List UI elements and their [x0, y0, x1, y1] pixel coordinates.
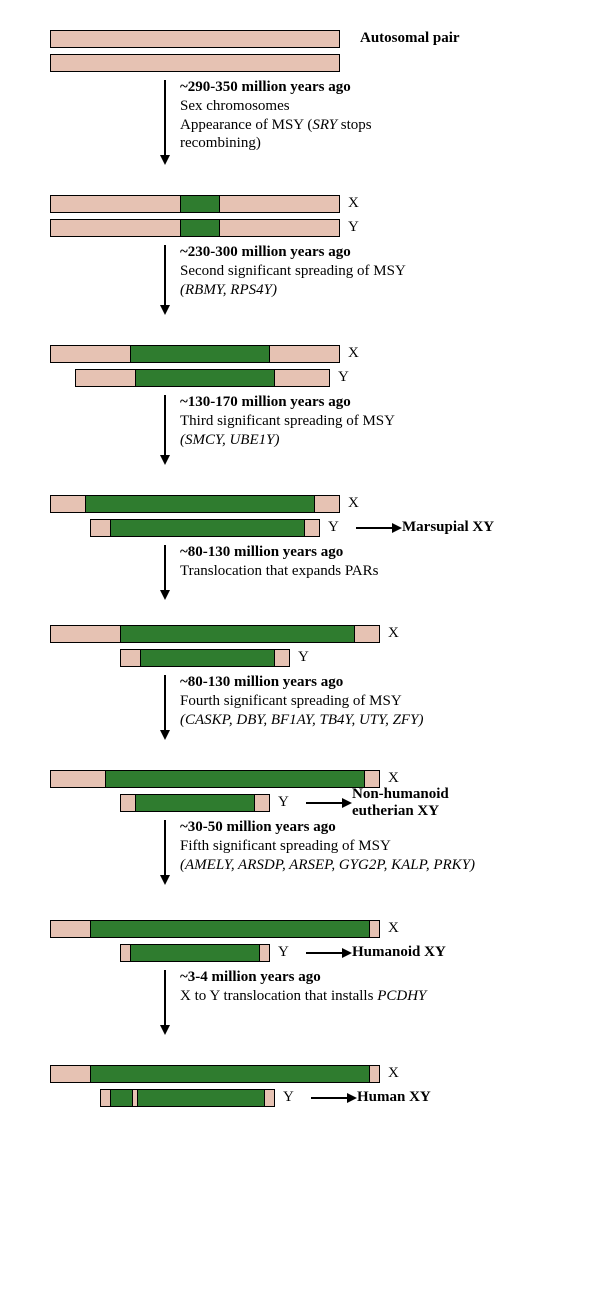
desc-line: (SMCY, UBE1Y) [180, 432, 279, 448]
stage-s4: XY~80-130 million years agoFourth signif… [50, 625, 570, 673]
time-label: ~130-170 million years ago [180, 394, 351, 410]
msy-region [120, 625, 355, 643]
branch-label: Humanoid XY [352, 944, 512, 961]
chrom-label: Y [338, 369, 349, 386]
stage-caption: ~3-4 million years ago X to Y translocati… [180, 968, 426, 1006]
branch-arrow [306, 798, 352, 808]
msy-region [140, 649, 275, 667]
chrom-row: X [50, 1065, 570, 1083]
time-label: ~80-130 million years ago [180, 674, 343, 690]
stage-caption: ~80-130 million years ago Translocation t… [180, 543, 378, 581]
msy-region [135, 369, 275, 387]
msy-region [130, 345, 270, 363]
msy-region [135, 794, 255, 812]
msy-region [90, 1065, 370, 1083]
chrom-label: X [388, 625, 399, 642]
desc-line: (AMELY, ARSDP, ARSEP, GYG2P, KALP, PRKY) [180, 857, 475, 873]
stage-caption: ~80-130 million years ago Fourth signific… [180, 673, 423, 729]
chrom-label: X [348, 195, 359, 212]
branch-label: Non-humanoid eutherian XY [352, 786, 512, 821]
chrom-row: X [50, 920, 570, 938]
time-label: ~30-50 million years ago [180, 819, 336, 835]
chrom-bar [50, 54, 340, 72]
branch-label: Marsupial XY [402, 519, 562, 536]
msy-region [90, 920, 370, 938]
msy-region [180, 195, 220, 213]
chrom-row [50, 30, 570, 48]
desc-line: Fourth significant spreading of MSY [180, 693, 402, 709]
chrom-row: X [50, 625, 570, 643]
desc-line: (RBMY, RPS4Y) [180, 282, 277, 298]
chrom-row: X [50, 345, 570, 363]
chrom-label: Y [348, 219, 359, 236]
chrom-row: X [50, 495, 570, 513]
chrom-row: Y Humanoid XY [50, 944, 570, 962]
time-label: ~3-4 million years ago [180, 969, 321, 985]
chrom-label: Y [278, 944, 289, 961]
chrom-label: Y [278, 794, 289, 811]
chrom-bar [50, 30, 340, 48]
chrom-row: Y Human XY [50, 1089, 570, 1107]
chrom-row: X [50, 195, 570, 213]
stage-s0: Autosomal pair~290-350 million years ago… [50, 30, 570, 78]
chrom-label: X [388, 1065, 399, 1082]
stage-s2: XY~130-170 million years agoThird signif… [50, 345, 570, 393]
desc-line: Sex chromosomes [180, 98, 290, 114]
time-label: ~80-130 million years ago [180, 544, 343, 560]
chrom-label: Y [283, 1089, 294, 1106]
stage-s1: XY~230-300 million years agoSecond signi… [50, 195, 570, 243]
chrom-label: X [388, 770, 399, 787]
chrom-row: Y [50, 219, 570, 237]
chrom-row: Y [50, 369, 570, 387]
msy-region [180, 219, 220, 237]
chrom-row: YNon-humanoid eutherian XY [50, 794, 570, 812]
desc-line: Fifth significant spreading of MSY [180, 838, 391, 854]
chrom-row [50, 54, 570, 72]
chrom-label: X [348, 495, 359, 512]
chrom-label: Y [298, 649, 309, 666]
msy-region [85, 495, 315, 513]
branch-arrow [311, 1093, 357, 1103]
stage-caption: ~230-300 million years ago Second signifi… [180, 243, 406, 299]
stage-label: Autosomal pair [360, 30, 460, 47]
chrom-row: Y Marsupial XY [50, 519, 570, 537]
msy-region [130, 944, 260, 962]
branch-label: Human XY [357, 1089, 517, 1106]
chrom-label: X [388, 920, 399, 937]
chrom-label: Y [328, 519, 339, 536]
chrom-row: Y [50, 649, 570, 667]
desc-line: (CASKP, DBY, BF1AY, TB4Y, UTY, ZFY) [180, 712, 423, 728]
desc-line: Translocation that expands PARs [180, 563, 378, 579]
time-label: ~230-300 million years ago [180, 244, 351, 260]
desc-line: X to Y translocation that installs PCDHY [180, 988, 426, 1004]
stage-s5: XYNon-humanoid eutherian XY~30-50 millio… [50, 770, 570, 818]
stage-caption: ~30-50 million years ago Fifth significan… [180, 818, 475, 874]
stage-s6: XYHumanoid XY~3-4 million years agoX to … [50, 920, 570, 968]
chrom-label: X [348, 345, 359, 362]
pcdhY-insert [132, 1089, 138, 1107]
desc-line: recombining) [180, 135, 261, 151]
branch-arrow [356, 523, 402, 533]
stage-s7: X Y Human XY [50, 1065, 570, 1113]
branch-arrow [306, 948, 352, 958]
stage-s3: XYMarsupial XY~80-130 million years agoT… [50, 495, 570, 543]
time-label: ~290-350 million years ago [180, 79, 351, 95]
stage-caption: ~290-350 million years ago Sex chromosome… [180, 78, 372, 153]
desc-line: Third significant spreading of MSY [180, 413, 395, 429]
msy-region [110, 519, 305, 537]
stage-caption: ~130-170 million years ago Third signific… [180, 393, 395, 449]
msy-region [105, 770, 365, 788]
desc-line: Appearance of MSY (SRY stops [180, 117, 372, 133]
desc-line: Second significant spreading of MSY [180, 263, 406, 279]
